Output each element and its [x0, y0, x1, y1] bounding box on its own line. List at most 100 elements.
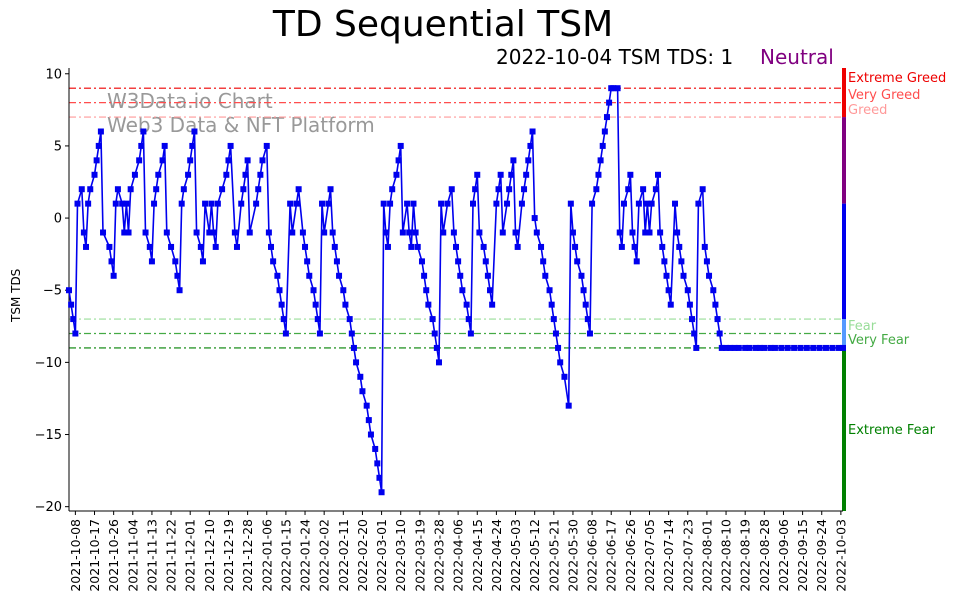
x-tick-label: 2022-02-11 [336, 519, 351, 592]
data-point [185, 171, 192, 178]
data-point [757, 344, 764, 351]
data-point [100, 229, 107, 236]
data-point [193, 229, 200, 236]
x-tick-label: 2021-10-08 [68, 519, 83, 592]
y-tick-label: −15 [35, 428, 62, 443]
data-point [119, 200, 126, 207]
data-point [695, 200, 702, 207]
data-point [548, 301, 555, 308]
data-point [276, 287, 283, 294]
band-label-extreme-greed: Extreme Greed [848, 71, 947, 86]
data-point [223, 171, 230, 178]
data-point [646, 229, 653, 236]
data-point [518, 200, 525, 207]
x-tick-label: 2022-09-06 [776, 519, 791, 592]
data-point [244, 157, 251, 164]
y-tick-label: −20 [35, 500, 62, 515]
y-tick-label: 5 [54, 139, 62, 154]
data-point [93, 157, 100, 164]
data-point [342, 301, 349, 308]
data-point [482, 258, 489, 265]
data-point [642, 229, 649, 236]
band-label-extreme-fear: Extreme Fear [848, 423, 935, 438]
data-point [191, 128, 198, 135]
data-point [161, 142, 168, 149]
data-point [701, 243, 708, 250]
data-point [348, 330, 355, 337]
y-tick-label: −10 [35, 356, 62, 371]
data-point [706, 272, 713, 279]
data-point [312, 301, 319, 308]
data-point [410, 200, 417, 207]
data-point [146, 243, 153, 250]
data-point [327, 186, 334, 193]
data-point [684, 287, 691, 294]
x-tick-label: 2022-05-03 [508, 519, 523, 592]
data-point [418, 258, 425, 265]
x-tick-label: 2022-08-19 [738, 519, 753, 592]
data-point [716, 330, 723, 337]
data-point [212, 243, 219, 250]
data-point [531, 215, 538, 222]
data-point [674, 229, 681, 236]
data-point [680, 272, 687, 279]
x-tick-label: 2022-08-28 [757, 519, 772, 592]
watermark-line-1: W3Data.io Chart [107, 89, 273, 113]
data-point [691, 330, 698, 337]
data-point [661, 258, 668, 265]
data-point [376, 474, 383, 481]
data-point [527, 142, 534, 149]
x-tick-label: 2022-01-06 [259, 519, 274, 592]
data-point [614, 85, 621, 92]
data-point [259, 157, 266, 164]
x-tick-label: 2022-02-02 [317, 519, 332, 592]
data-point [546, 287, 553, 294]
indicator-bar-segment [842, 319, 846, 348]
data-point [718, 344, 725, 351]
data-point [493, 200, 500, 207]
data-point [208, 200, 215, 207]
data-point [425, 301, 432, 308]
data-point [108, 258, 115, 265]
data-point [552, 330, 559, 337]
data-point [140, 128, 147, 135]
data-point [572, 243, 579, 250]
data-point [83, 243, 90, 250]
indicator-bar-segment [842, 347, 846, 511]
data-point [80, 229, 87, 236]
data-point [457, 272, 464, 279]
data-point [699, 186, 706, 193]
data-point [506, 186, 513, 193]
data-point [399, 229, 406, 236]
data-point [746, 344, 753, 351]
data-point [438, 200, 445, 207]
data-point [304, 258, 311, 265]
data-point [91, 171, 98, 178]
data-point [359, 388, 366, 395]
data-point [233, 243, 240, 250]
data-point [187, 157, 194, 164]
x-tick-label: 2022-02-20 [355, 519, 370, 592]
data-point [620, 200, 627, 207]
data-point [791, 344, 798, 351]
data-point [225, 157, 232, 164]
data-point [363, 402, 370, 409]
data-point [365, 417, 372, 424]
data-point [574, 258, 581, 265]
data-point [404, 200, 411, 207]
data-point [238, 200, 245, 207]
data-point [480, 243, 487, 250]
data-point [242, 171, 249, 178]
data-point [148, 258, 155, 265]
data-point [595, 171, 602, 178]
data-point [280, 316, 287, 323]
data-point [459, 287, 466, 294]
data-point [512, 229, 519, 236]
data-point [202, 200, 209, 207]
data-point [453, 243, 459, 250]
data-point [159, 157, 166, 164]
x-tick-label: 2021-12-28 [240, 519, 255, 592]
data-point [550, 316, 557, 323]
x-tick-label: 2022-07-23 [680, 519, 695, 592]
